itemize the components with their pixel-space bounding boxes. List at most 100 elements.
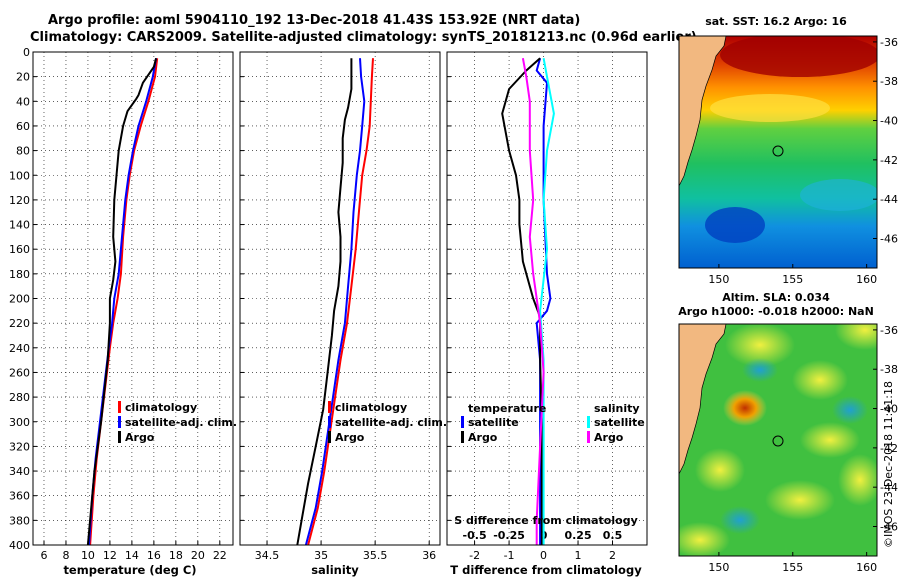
y-tick-label: 40 [16, 95, 30, 108]
sst-coastline [679, 36, 727, 187]
y-tick-label: 0 [23, 46, 30, 59]
sst-front-patch [710, 94, 830, 122]
y-tick-label: 300 [9, 416, 30, 429]
sla-positive-eddy [723, 390, 767, 426]
y-tick-label: 400 [9, 539, 30, 552]
s-tick-label: -0.5 [463, 529, 487, 542]
series-line-argo [86, 57, 158, 546]
map-y-tick-label: -46 [880, 233, 898, 246]
sla-map-title-2: Argo h1000: -0.018 h2000: NaN [678, 305, 874, 318]
title-line-2: Climatology: CARS2009. Satellite-adjuste… [30, 30, 697, 45]
legend-t-satellite: satellite [468, 416, 519, 429]
legend-swatch-climatology [118, 401, 121, 413]
panel-frame [446, 51, 648, 546]
series-line-climatology [307, 58, 374, 546]
sla-argo-marker [772, 435, 784, 447]
y-tick-label: 380 [9, 514, 30, 527]
sst-map-title: sat. SST: 16.2 Argo: 16 [705, 15, 847, 28]
temperature-profile-panel: 6 8 10 12 14 16 18 20 22020406080100120140160180… [9, 46, 234, 562]
x-tick-label: 6 [40, 549, 47, 562]
panel-frame [32, 51, 234, 546]
map-x-tick-label: 150 [708, 561, 729, 574]
y-tick-label: 340 [9, 465, 30, 478]
map-y-tick-label: -40 [880, 115, 898, 128]
x-tick-label: 36 [422, 549, 436, 562]
y-tick-label: 320 [9, 440, 30, 453]
legend-temperature-title: temperature [468, 402, 546, 415]
panel-frame [239, 51, 441, 546]
x-tick-label: 12 [103, 549, 117, 562]
sla-negative-eddy [832, 396, 868, 424]
map-y-tick-label: -38 [880, 75, 898, 88]
x-tick-label: 18 [169, 549, 183, 562]
y-tick-label: 280 [9, 391, 30, 404]
legend-swatch-argo [118, 431, 121, 443]
map-y-tick-label: -40 [880, 403, 898, 416]
sst-map-frame [678, 35, 878, 269]
sla-coastline [679, 324, 727, 475]
y-tick-label: 100 [9, 169, 30, 182]
s-tick-label: -0.25 [493, 529, 525, 542]
y-tick-label: 240 [9, 342, 30, 355]
legend-swatch-s-argo [587, 431, 590, 443]
legend-satellite-adj: satellite-adj. clim. [125, 416, 237, 429]
legend-climatology: climatology [335, 401, 407, 414]
sla-blob [765, 480, 835, 520]
y-tick-label: 80 [16, 145, 30, 158]
x-tick-label: 16 [147, 549, 161, 562]
map-x-tick-label: 150 [708, 273, 729, 286]
map-x-tick-label: 160 [856, 561, 877, 574]
y-tick-label: 20 [16, 71, 30, 84]
sla-blob [800, 422, 860, 458]
series-line-salinity-argo [521, 58, 545, 545]
y-tick-label: 160 [9, 243, 30, 256]
x-tick-label: 2 [609, 549, 616, 562]
temperature-legend: climatology satellite-adj. clim. Argo [118, 401, 237, 444]
temperature-xlabel: temperature (deg C) [63, 563, 196, 577]
sla-blob [838, 454, 877, 506]
sst-map [679, 36, 877, 268]
sla-blob [695, 448, 745, 492]
x-tick-label: 35.5 [363, 549, 388, 562]
legend-swatch-t-satellite [461, 416, 464, 428]
y-tick-label: 140 [9, 219, 30, 232]
legend-argo: Argo [125, 431, 155, 444]
x-tick-label: 0 [540, 549, 547, 562]
series-line-temperature-argo [501, 57, 543, 545]
map-y-tick-label: -42 [880, 154, 898, 167]
sla-map-frame [678, 323, 878, 557]
sst-cold-patch [705, 207, 765, 243]
sla-blob [792, 360, 848, 400]
map-y-tick-label: -46 [880, 521, 898, 534]
map-y-tick-label: -36 [880, 324, 898, 337]
legend-argo: Argo [335, 431, 365, 444]
sla-negative-eddy [742, 358, 778, 382]
legend-satellite-adj: satellite-adj. clim. [335, 416, 447, 429]
s-tick-label: 0.5 [603, 529, 623, 542]
legend-climatology: climatology [125, 401, 197, 414]
x-tick-label: 10 [81, 549, 95, 562]
title-line-1: Argo profile: aoml 5904110_192 13-Dec-20… [48, 13, 580, 28]
difference-profile-panel: -2 -1 0 1 2-0.5 -0.25 0 0.25 0.5 [446, 51, 648, 562]
series-line-satellite-adj-clim- [304, 58, 366, 546]
legend-swatch-satellite [118, 416, 121, 428]
legend-swatch-s-satellite [587, 416, 590, 428]
legend-swatch-t-argo [461, 431, 464, 443]
legend-t-argo: Argo [468, 431, 498, 444]
y-tick-label: 360 [9, 490, 30, 503]
x-tick-label: -1 [504, 549, 515, 562]
x-tick-label: 34.5 [255, 549, 280, 562]
series-line-argo [296, 58, 353, 546]
legend-s-argo: Argo [594, 431, 624, 444]
sst-map-axes: 150 155 160 -36 -38 -40 -42 -44 -46 [708, 36, 898, 286]
y-tick-label: 120 [9, 194, 30, 207]
sla-blob [679, 522, 730, 556]
s-tick-label: 0.25 [564, 529, 591, 542]
sst-argo-marker [772, 145, 784, 157]
imos-credit: ©IMOS 23-Dec-2018 11:41:18 [882, 381, 895, 548]
salinity-legend: climatology satellite-adj. clim. Argo [328, 401, 447, 444]
map-x-tick-label: 155 [782, 273, 803, 286]
sla-map-axes: 150 155 160 -36 -38 -40 -42 -44 -46 [708, 324, 898, 574]
sst-warm-patch [720, 36, 877, 77]
